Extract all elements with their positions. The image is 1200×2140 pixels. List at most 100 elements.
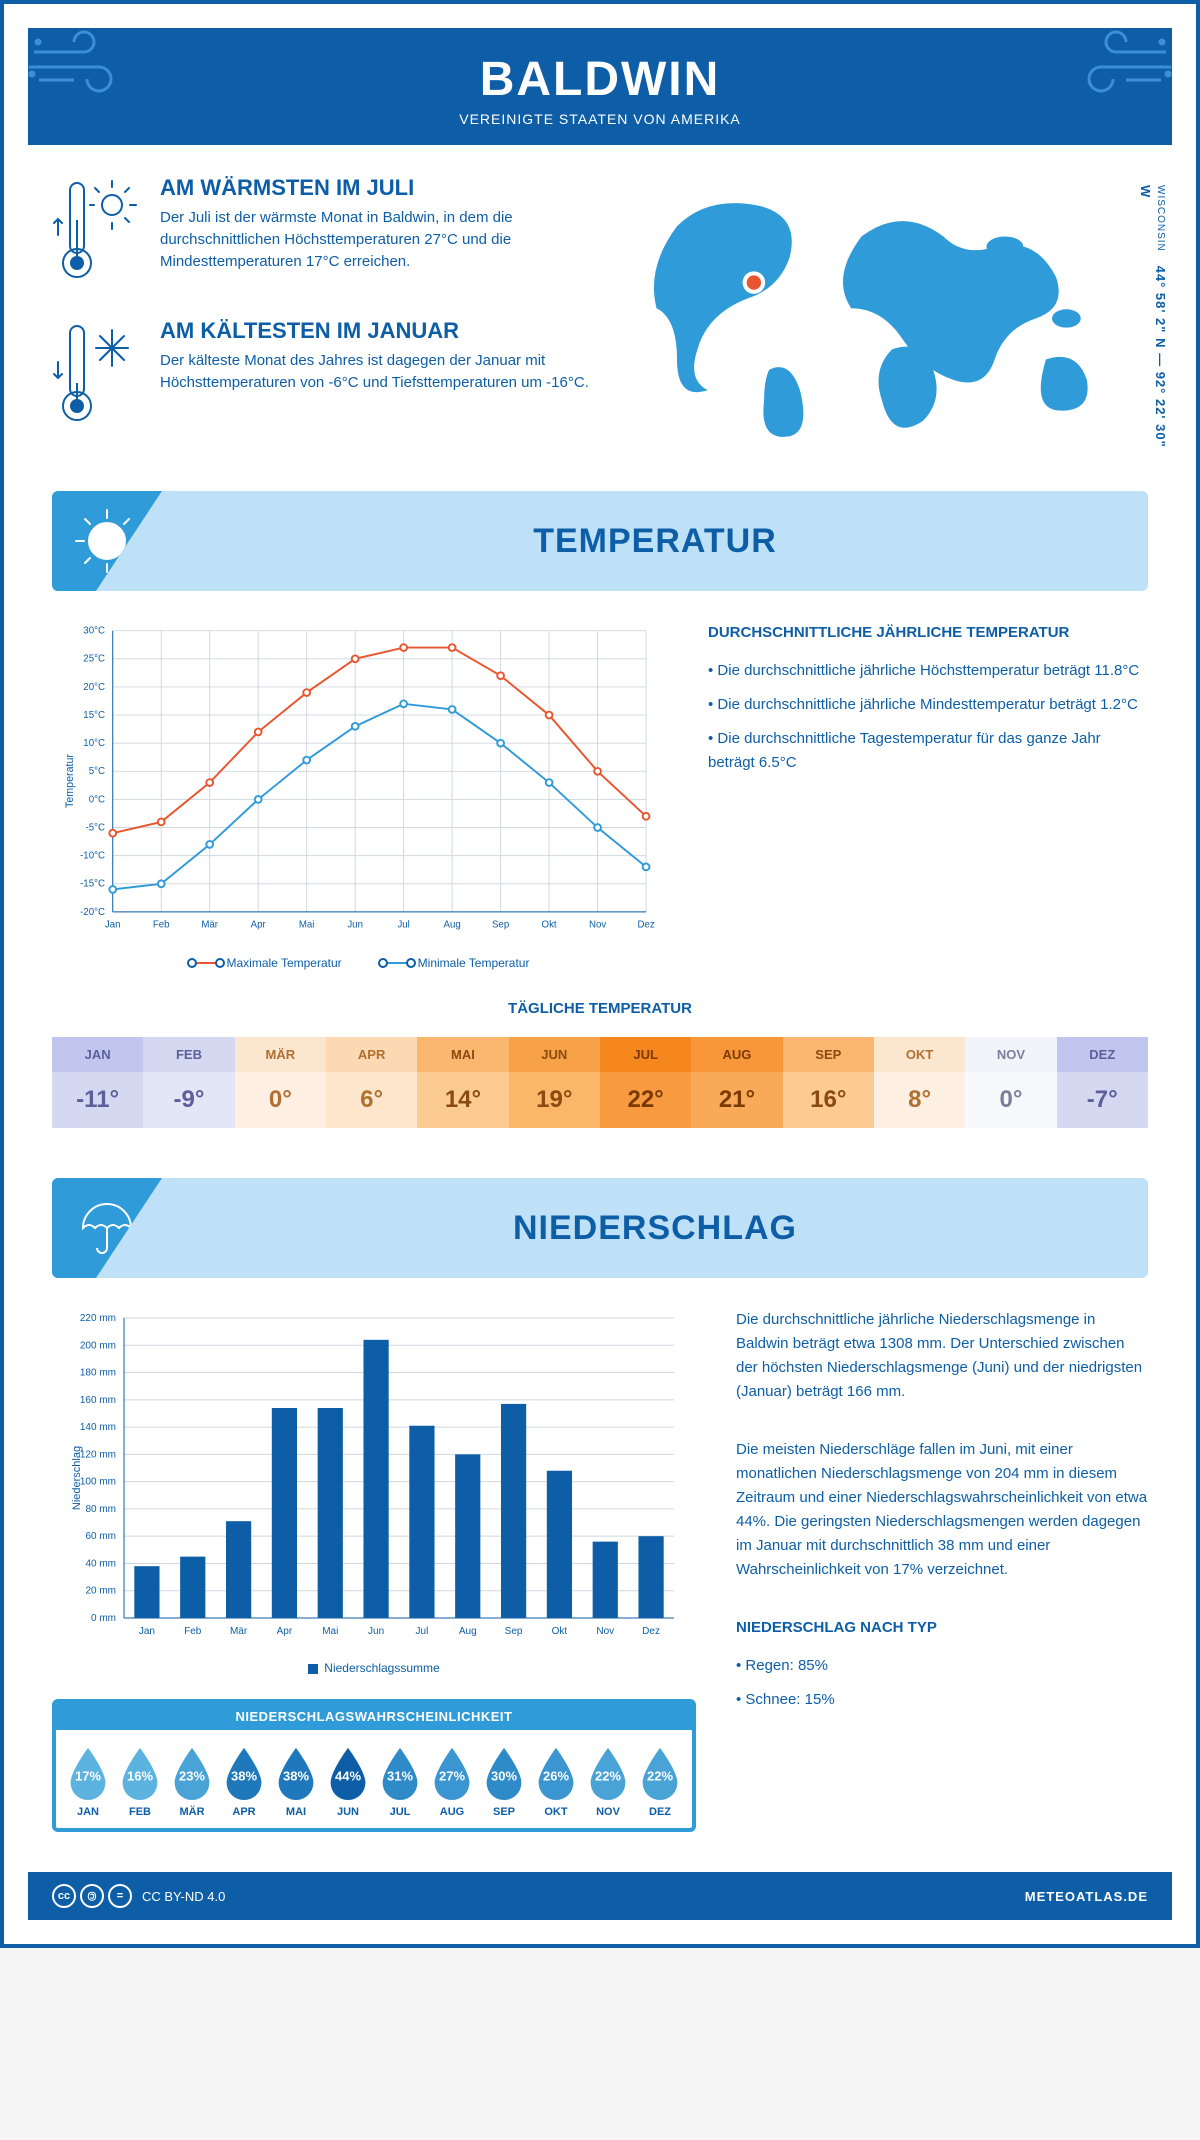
svg-text:Niederschlag: Niederschlag: [71, 1446, 83, 1510]
drop-cell: 44% JUN: [324, 1744, 372, 1818]
cell-month: SEP: [783, 1037, 874, 1072]
cell-month: APR: [326, 1037, 417, 1072]
prob-title: NIEDERSCHLAGSWAHRSCHEINLICHKEIT: [56, 1703, 692, 1730]
svg-text:Temperatur: Temperatur: [64, 754, 76, 808]
svg-text:200 mm: 200 mm: [80, 1340, 116, 1351]
drop-value: 38%: [283, 1769, 309, 1784]
svg-text:0 mm: 0 mm: [91, 1613, 116, 1624]
thermometer-sun-icon: [52, 175, 142, 290]
svg-text:25°C: 25°C: [83, 654, 105, 665]
raindrop-icon: 38%: [220, 1744, 268, 1802]
raindrop-icon: 23%: [168, 1744, 216, 1802]
precip-body: Die durchschnittliche jährliche Niedersc…: [736, 1308, 1148, 1404]
svg-text:Feb: Feb: [153, 919, 170, 930]
fact-warmest: AM WÄRMSTEN IM JULI Der Juli ist der wär…: [52, 175, 616, 290]
cell-month: DEZ: [1057, 1037, 1148, 1072]
legend-swatch: [308, 1664, 318, 1674]
cell-month: OKT: [874, 1037, 965, 1072]
cell-value: 0°: [235, 1072, 326, 1128]
drop-month: APR: [220, 1806, 268, 1818]
daily-temp-title: TÄGLICHE TEMPERATUR: [52, 1000, 1148, 1017]
drop-value: 38%: [231, 1769, 257, 1784]
svg-text:Apr: Apr: [277, 1626, 293, 1637]
section-banner-temperature: TEMPERATUR: [52, 491, 1148, 591]
drop-month: DEZ: [636, 1806, 684, 1818]
avg-temp-title: DURCHSCHNITTLICHE JÄHRLICHE TEMPERATUR: [708, 621, 1148, 645]
drop-month: MAI: [272, 1806, 320, 1818]
svg-text:20°C: 20°C: [83, 682, 105, 693]
wind-icon: [24, 22, 134, 107]
raindrop-icon: 26%: [532, 1744, 580, 1802]
svg-text:140 mm: 140 mm: [80, 1422, 116, 1433]
drop-month: JAN: [64, 1806, 112, 1818]
cell-value: 6°: [326, 1072, 417, 1128]
svg-text:5°C: 5°C: [89, 766, 105, 777]
drop-month: JUL: [376, 1806, 424, 1818]
page: BALDWIN VEREINIGTE STAATEN VON AMERIKA: [0, 0, 1200, 1948]
svg-text:180 mm: 180 mm: [80, 1368, 116, 1379]
temperature-line-chart: -20°C-15°C-10°C-5°C0°C5°C10°C15°C20°C25°…: [52, 621, 668, 941]
drop-value: 17%: [75, 1769, 101, 1784]
svg-text:0°C: 0°C: [89, 794, 105, 805]
drop-cell: 22% DEZ: [636, 1744, 684, 1818]
precip-type-title: NIEDERSCHLAG NACH TYP: [736, 1616, 1148, 1640]
wind-icon: [1066, 22, 1176, 107]
raindrop-icon: 27%: [428, 1744, 476, 1802]
svg-text:Jun: Jun: [347, 919, 363, 930]
svg-text:160 mm: 160 mm: [80, 1395, 116, 1406]
temp-cell: DEZ -7°: [1057, 1037, 1148, 1128]
svg-text:Apr: Apr: [251, 919, 267, 930]
svg-text:-15°C: -15°C: [80, 879, 105, 890]
drop-cell: 26% OKT: [532, 1744, 580, 1818]
cell-value: 0°: [965, 1072, 1056, 1128]
raindrop-icon: 22%: [584, 1744, 632, 1802]
thermometer-snow-icon: [52, 318, 142, 433]
svg-text:15°C: 15°C: [83, 710, 105, 721]
drop-month: NOV: [584, 1806, 632, 1818]
fact-coldest: AM KÄLTESTEN IM JANUAR Der kälteste Mona…: [52, 318, 616, 433]
drop-value: 27%: [439, 1769, 465, 1784]
svg-text:60 mm: 60 mm: [85, 1531, 116, 1542]
raindrop-icon: 16%: [116, 1744, 164, 1802]
raindrop-icon: 22%: [636, 1744, 684, 1802]
sun-icon: [52, 491, 162, 591]
svg-text:Aug: Aug: [443, 919, 460, 930]
temp-cell: FEB -9°: [143, 1037, 234, 1128]
temp-cell: JUN 19°: [509, 1037, 600, 1128]
temp-cell: OKT 8°: [874, 1037, 965, 1128]
cell-month: FEB: [143, 1037, 234, 1072]
svg-text:120 mm: 120 mm: [80, 1449, 116, 1460]
brand-text: METEOATLAS.DE: [1025, 1889, 1148, 1904]
fact-body: Der Juli ist der wärmste Monat in Baldwi…: [160, 207, 616, 272]
cell-value: 22°: [600, 1072, 691, 1128]
drop-cell: 38% APR: [220, 1744, 268, 1818]
raindrop-icon: 44%: [324, 1744, 372, 1802]
legend-label: Maximale Temperatur: [227, 956, 342, 970]
svg-text:Okt: Okt: [542, 919, 557, 930]
cell-month: MÄR: [235, 1037, 326, 1072]
cell-value: 16°: [783, 1072, 874, 1128]
svg-text:220 mm: 220 mm: [80, 1313, 116, 1324]
legend-swatch-min: [382, 962, 412, 964]
fact-title: AM WÄRMSTEN IM JULI: [160, 175, 616, 201]
drop-cell: 30% SEP: [480, 1744, 528, 1818]
avg-temp-line: • Die durchschnittliche jährliche Mindes…: [708, 693, 1148, 717]
coordinates: WISCONSIN 44° 58' 2" N — 92° 22' 30" W: [1138, 185, 1168, 461]
precip-type-line: • Regen: 85%: [736, 1654, 1148, 1678]
cell-month: JUL: [600, 1037, 691, 1072]
svg-text:Nov: Nov: [589, 919, 606, 930]
precipitation-bar-chart: 0 mm20 mm40 mm60 mm80 mm100 mm120 mm140 …: [52, 1308, 696, 1648]
drop-value: 26%: [543, 1769, 569, 1784]
drop-month: AUG: [428, 1806, 476, 1818]
svg-text:Feb: Feb: [184, 1626, 202, 1637]
raindrop-icon: 30%: [480, 1744, 528, 1802]
svg-text:100 mm: 100 mm: [80, 1477, 116, 1488]
cell-value: 19°: [509, 1072, 600, 1128]
page-subtitle: VEREINIGTE STAATEN VON AMERIKA: [28, 111, 1172, 127]
drop-cell: 38% MAI: [272, 1744, 320, 1818]
drop-month: JUN: [324, 1806, 372, 1818]
umbrella-icon: [52, 1178, 162, 1278]
drop-value: 44%: [335, 1769, 361, 1784]
drop-value: 16%: [127, 1769, 153, 1784]
svg-text:Mai: Mai: [299, 919, 315, 930]
